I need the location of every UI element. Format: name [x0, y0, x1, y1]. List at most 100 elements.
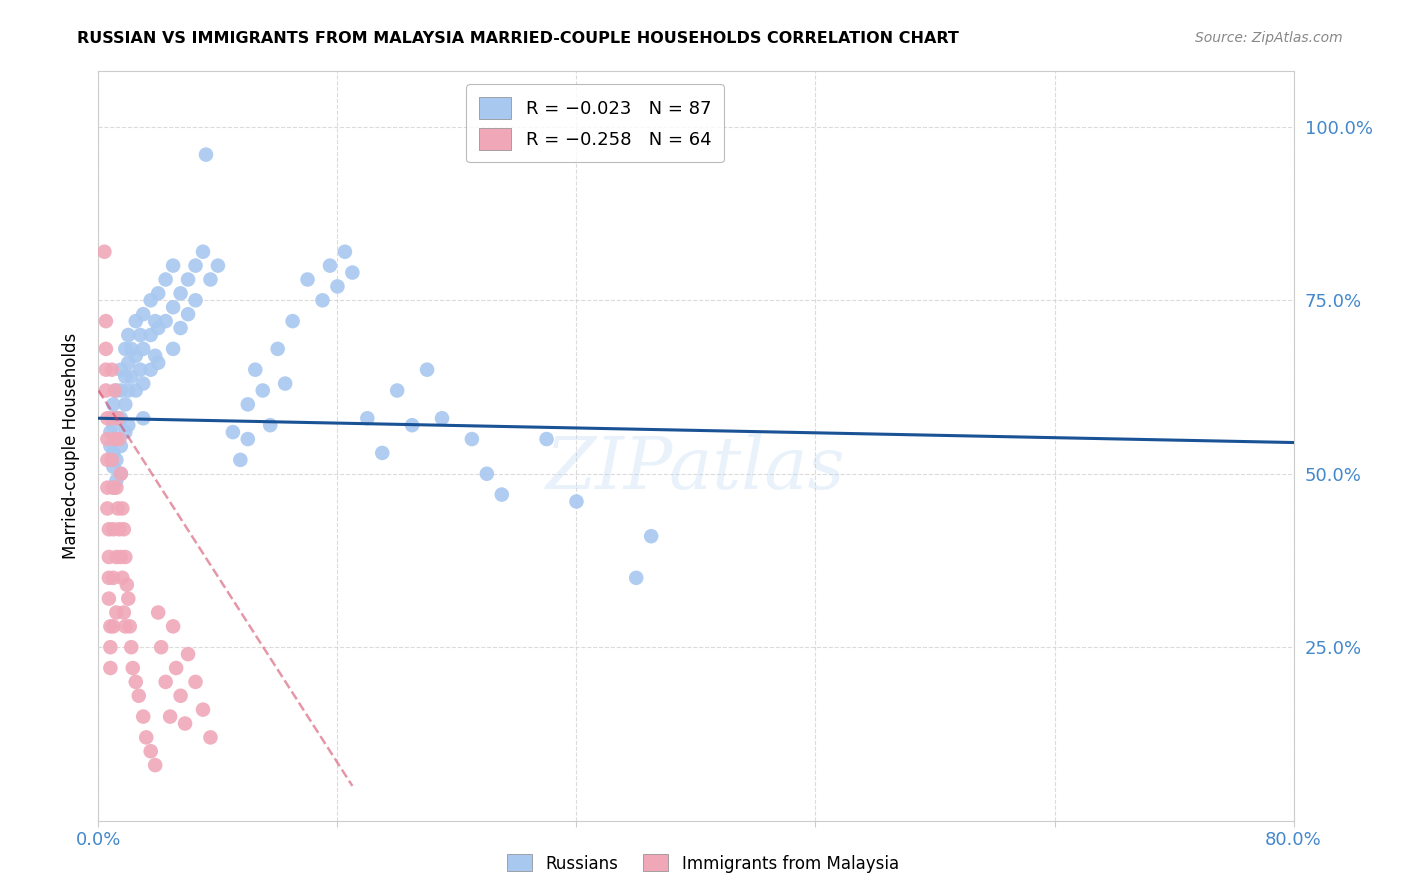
Point: [105, 481, 128, 495]
Point: [184, 674, 207, 689]
Point: [105, 606, 128, 620]
Point: [139, 362, 162, 376]
Point: [112, 606, 135, 620]
Point: [626, 571, 648, 585]
Point: [96, 411, 118, 425]
Point: [101, 411, 124, 425]
Point: [274, 376, 297, 391]
Point: [117, 384, 139, 398]
Point: [110, 362, 132, 376]
Point: [112, 522, 135, 536]
Point: [120, 369, 142, 384]
Point: [98, 619, 122, 633]
Point: [110, 467, 132, 481]
Point: [150, 640, 173, 655]
Point: [105, 411, 128, 425]
Point: [148, 321, 170, 335]
Point: [461, 432, 484, 446]
Point: [565, 494, 588, 508]
Point: [98, 439, 122, 453]
Point: [177, 307, 200, 321]
Point: [139, 744, 162, 758]
Point: [110, 384, 132, 398]
Point: [111, 571, 134, 585]
Point: [148, 356, 170, 370]
Point: [94, 342, 117, 356]
Point: [98, 661, 122, 675]
Point: [120, 640, 142, 655]
Point: [121, 661, 143, 675]
Point: [105, 432, 128, 446]
Text: Source: ZipAtlas.com: Source: ZipAtlas.com: [1195, 31, 1343, 45]
Point: [93, 244, 115, 259]
Point: [114, 342, 136, 356]
Point: [267, 342, 290, 356]
Point: [416, 362, 439, 376]
Point: [125, 674, 148, 689]
Point: [114, 549, 136, 564]
Point: [139, 328, 162, 343]
Point: [104, 384, 127, 398]
Point: [162, 259, 184, 273]
Point: [148, 606, 170, 620]
Point: [129, 362, 152, 376]
Point: [236, 397, 259, 411]
Point: [159, 709, 181, 723]
Point: [103, 459, 125, 474]
Point: [191, 244, 214, 259]
Point: [177, 272, 200, 286]
Point: [97, 522, 120, 536]
Point: [245, 362, 267, 376]
Point: [94, 362, 117, 376]
Point: [169, 321, 191, 335]
Point: [281, 314, 304, 328]
Point: [191, 703, 214, 717]
Point: [132, 709, 155, 723]
Point: [107, 501, 129, 516]
Point: [143, 349, 166, 363]
Point: [114, 397, 136, 411]
Point: [114, 425, 136, 439]
Point: [103, 481, 125, 495]
Point: [114, 619, 136, 633]
Point: [117, 328, 139, 343]
Point: [103, 571, 125, 585]
Point: [333, 244, 356, 259]
Legend: R = −0.023   N = 87, R = −0.258   N = 64: R = −0.023 N = 87, R = −0.258 N = 64: [465, 84, 724, 162]
Point: [107, 411, 129, 425]
Point: [118, 619, 141, 633]
Point: [98, 640, 122, 655]
Legend: Russians, Immigrants from Malaysia: Russians, Immigrants from Malaysia: [501, 847, 905, 880]
Point: [326, 279, 349, 293]
Point: [135, 731, 157, 745]
Point: [120, 342, 142, 356]
Point: [165, 661, 187, 675]
Point: [169, 286, 191, 301]
Point: [125, 384, 148, 398]
Point: [491, 487, 513, 501]
Point: [132, 307, 155, 321]
Point: [139, 293, 162, 308]
Point: [117, 418, 139, 433]
Point: [96, 432, 118, 446]
Point: [162, 342, 184, 356]
Point: [125, 314, 148, 328]
Point: [129, 328, 152, 343]
Point: [143, 314, 166, 328]
Point: [108, 432, 131, 446]
Point: [195, 147, 218, 161]
Point: [401, 418, 423, 433]
Point: [105, 549, 128, 564]
Point: [184, 259, 207, 273]
Point: [297, 272, 319, 286]
Point: [174, 716, 197, 731]
Point: [128, 689, 150, 703]
Point: [103, 619, 125, 633]
Point: [114, 369, 136, 384]
Point: [148, 286, 170, 301]
Point: [207, 259, 229, 273]
Point: [117, 591, 139, 606]
Point: [105, 384, 128, 398]
Point: [155, 674, 177, 689]
Point: [96, 453, 118, 467]
